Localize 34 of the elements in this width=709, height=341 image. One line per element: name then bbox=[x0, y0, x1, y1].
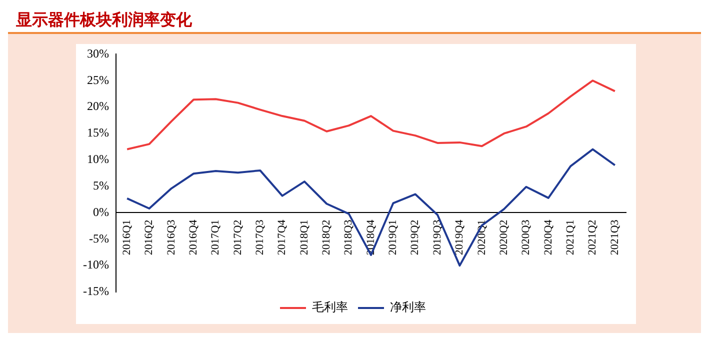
x-tick-label: 2019Q1 bbox=[387, 220, 400, 256]
x-tick-label: 2021Q3 bbox=[608, 219, 621, 256]
y-tick-label: 20% bbox=[86, 99, 109, 114]
y-tick-label: -10% bbox=[82, 258, 109, 272]
y-tick-label: 15% bbox=[86, 126, 109, 140]
x-tick-label: 2017Q1 bbox=[210, 220, 222, 256]
y-tick-label: 10% bbox=[86, 152, 109, 166]
x-tick-label: 2021Q1 bbox=[564, 220, 576, 256]
x-tick-label: 2019Q4 bbox=[454, 219, 466, 256]
y-tick-label: 5% bbox=[92, 178, 109, 192]
y-tick-label: -15% bbox=[82, 284, 109, 298]
x-tick-label: 2018Q2 bbox=[320, 220, 333, 256]
x-tick-label: 2020Q4 bbox=[542, 219, 554, 256]
y-tick-label: 25% bbox=[86, 72, 109, 87]
x-tick-label: 2019Q2 bbox=[409, 220, 422, 256]
x-tick-label: 2018Q1 bbox=[298, 220, 310, 256]
x-tick-label: 2021Q2 bbox=[586, 220, 599, 256]
legend-label: 净利率 bbox=[390, 300, 426, 314]
x-tick-label: 2016Q1 bbox=[120, 220, 133, 256]
x-tick-label: 2016Q4 bbox=[187, 219, 200, 256]
y-tick-label: -5% bbox=[88, 231, 109, 246]
y-tick-label: 30% bbox=[86, 46, 109, 60]
x-tick-label: 2016Q3 bbox=[165, 219, 178, 256]
y-tick-label: 0% bbox=[92, 204, 109, 219]
x-tick-label: 2018Q3 bbox=[342, 219, 355, 256]
x-tick-label: 2019Q3 bbox=[431, 219, 444, 256]
x-tick-label: 2016Q2 bbox=[143, 220, 156, 256]
legend-label: 毛利率 bbox=[312, 300, 348, 314]
x-tick-label: 2017Q4 bbox=[276, 219, 288, 256]
x-tick-label: 2020Q3 bbox=[520, 219, 532, 256]
chart-title: 显示器件板块利润率变化 bbox=[16, 10, 192, 30]
x-tick-label: 2017Q3 bbox=[254, 219, 266, 256]
x-tick-label: 2017Q2 bbox=[232, 220, 244, 256]
x-tick-label: 2020Q2 bbox=[498, 220, 510, 256]
